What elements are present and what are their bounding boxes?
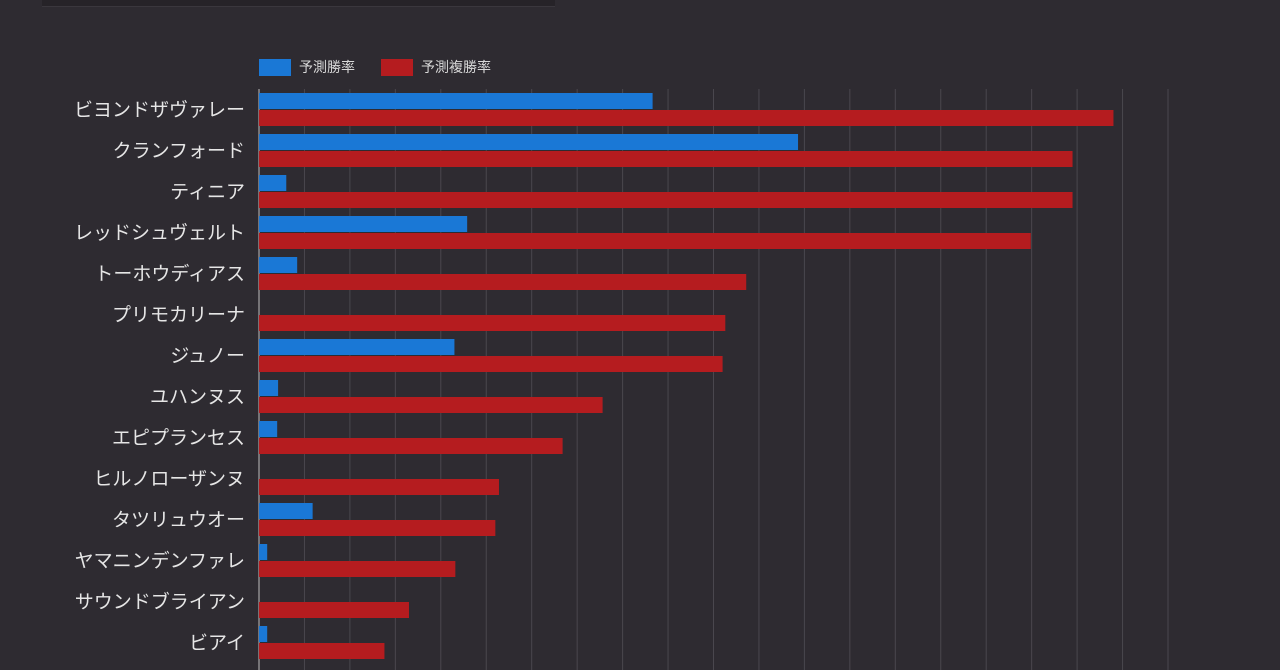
- category-label: タツリュウオー: [112, 509, 245, 531]
- bar-win-rate: [259, 421, 278, 437]
- legend-item-win: 予測勝率: [259, 57, 355, 77]
- legend-label-win: 予測勝率: [299, 60, 355, 76]
- category-label: レッドシュヴェルト: [74, 222, 245, 244]
- legend: 予測勝率 予測複勝率: [259, 57, 509, 77]
- category-label: ティニア: [170, 181, 245, 203]
- bar-win-rate: [259, 380, 279, 396]
- bar-place-rate: [259, 602, 409, 618]
- bar-place-rate: [259, 110, 1114, 126]
- category-label: トーホウディアス: [94, 263, 245, 285]
- bar-place-rate: [259, 520, 496, 536]
- bar-win-rate: [259, 339, 455, 355]
- category-label: ヤマニンデンファレ: [75, 550, 245, 572]
- bar-place-rate: [259, 561, 456, 577]
- category-label: サウンドブライアン: [75, 590, 245, 613]
- bar-place-rate: [259, 315, 726, 331]
- bar-win-rate: [259, 626, 268, 642]
- top-strip: [42, 0, 555, 7]
- bar-place-rate: [259, 192, 1073, 208]
- bar-win-rate: [259, 544, 268, 560]
- category-label: エピプランセス: [112, 427, 245, 449]
- bar-place-rate: [259, 643, 385, 659]
- legend-swatch-place: [381, 58, 413, 76]
- bar-place-rate: [259, 397, 603, 413]
- legend-swatch-win: [259, 58, 291, 76]
- category-label: ジュノー: [170, 345, 245, 367]
- bar-win-rate: [259, 503, 313, 519]
- bar-place-rate: [259, 479, 499, 495]
- category-label: ビヨンドザヴァレー: [74, 99, 245, 121]
- bar-place-rate: [259, 356, 723, 372]
- legend-item-place: 予測複勝率: [381, 57, 491, 77]
- bar-win-rate: [259, 257, 298, 273]
- bar-place-rate: [259, 438, 563, 454]
- bar-win-rate: [259, 93, 653, 109]
- category-label: ビアイ: [189, 632, 245, 654]
- bar-place-rate: [259, 233, 1031, 249]
- bar-win-rate: [259, 216, 468, 232]
- bar-win-rate: [259, 175, 287, 191]
- category-label: クランフォード: [113, 140, 245, 162]
- category-label: プリモカリーナ: [112, 304, 245, 326]
- bar-place-rate: [259, 274, 747, 290]
- bar-place-rate: [259, 151, 1073, 167]
- bar-win-rate: [259, 134, 799, 150]
- category-label: ユハンヌス: [150, 386, 245, 408]
- legend-label-place: 予測複勝率: [421, 60, 491, 76]
- category-label: ヒルノローザンヌ: [93, 468, 245, 490]
